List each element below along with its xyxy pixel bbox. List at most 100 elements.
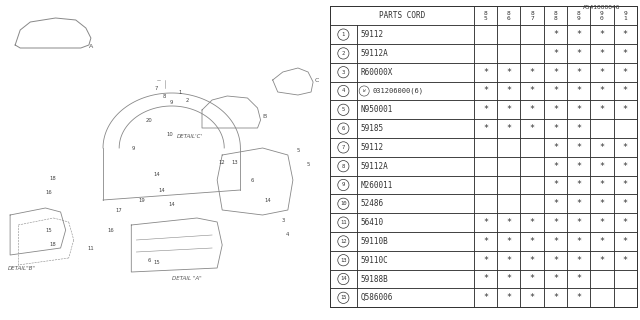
Text: *: * bbox=[576, 124, 581, 133]
Text: 52486: 52486 bbox=[360, 199, 383, 208]
Text: *: * bbox=[506, 237, 511, 246]
Text: *: * bbox=[553, 86, 558, 95]
Text: *: * bbox=[623, 237, 628, 246]
Text: *: * bbox=[553, 180, 558, 189]
Text: *: * bbox=[576, 105, 581, 114]
Text: *: * bbox=[576, 143, 581, 152]
Text: *: * bbox=[553, 199, 558, 208]
Text: 2: 2 bbox=[342, 51, 345, 56]
Text: 8
7: 8 7 bbox=[531, 11, 534, 21]
Text: 14: 14 bbox=[153, 172, 160, 178]
Text: PARTS CORD: PARTS CORD bbox=[379, 11, 425, 20]
Text: *: * bbox=[576, 256, 581, 265]
Text: 2: 2 bbox=[185, 98, 189, 102]
Text: *: * bbox=[483, 293, 488, 302]
Text: 11: 11 bbox=[340, 220, 347, 225]
Text: 12: 12 bbox=[340, 239, 347, 244]
Text: *: * bbox=[506, 105, 511, 114]
Text: 9: 9 bbox=[132, 146, 135, 150]
Text: 1: 1 bbox=[342, 32, 345, 37]
Text: DETAIL "A": DETAIL "A" bbox=[172, 276, 202, 281]
Text: 59112A: 59112A bbox=[360, 49, 388, 58]
Text: *: * bbox=[623, 180, 628, 189]
Text: *: * bbox=[553, 237, 558, 246]
Text: 12: 12 bbox=[219, 159, 225, 164]
Text: 15: 15 bbox=[153, 260, 160, 266]
Text: *: * bbox=[600, 30, 604, 39]
Text: *: * bbox=[576, 218, 581, 227]
Text: *: * bbox=[600, 162, 604, 171]
Text: *: * bbox=[506, 124, 511, 133]
Text: *: * bbox=[600, 86, 604, 95]
Text: *: * bbox=[623, 143, 628, 152]
Text: *: * bbox=[623, 30, 628, 39]
Text: *: * bbox=[623, 86, 628, 95]
Text: *: * bbox=[623, 68, 628, 77]
Text: *: * bbox=[576, 49, 581, 58]
Text: 7: 7 bbox=[342, 145, 345, 150]
Text: 14: 14 bbox=[340, 276, 347, 282]
Text: 19: 19 bbox=[138, 197, 145, 203]
Text: *: * bbox=[576, 68, 581, 77]
Text: *: * bbox=[530, 68, 534, 77]
Text: *: * bbox=[483, 275, 488, 284]
Text: 11: 11 bbox=[88, 245, 94, 251]
Text: *: * bbox=[600, 143, 604, 152]
Text: 9
0: 9 0 bbox=[600, 11, 604, 21]
Text: *: * bbox=[530, 105, 534, 114]
Text: 10: 10 bbox=[340, 201, 347, 206]
Text: *: * bbox=[600, 68, 604, 77]
Text: *: * bbox=[530, 218, 534, 227]
Text: *: * bbox=[553, 124, 558, 133]
Text: 6: 6 bbox=[148, 258, 151, 262]
Text: *: * bbox=[506, 68, 511, 77]
Text: *: * bbox=[623, 105, 628, 114]
Text: 59185: 59185 bbox=[360, 124, 383, 133]
Text: Q586006: Q586006 bbox=[360, 293, 393, 302]
Text: 59112: 59112 bbox=[360, 143, 383, 152]
Text: *: * bbox=[576, 275, 581, 284]
Text: 59110C: 59110C bbox=[360, 256, 388, 265]
Text: *: * bbox=[623, 218, 628, 227]
Text: *: * bbox=[576, 237, 581, 246]
Text: *: * bbox=[600, 256, 604, 265]
Text: 10: 10 bbox=[166, 132, 173, 138]
Text: *: * bbox=[600, 49, 604, 58]
Text: A541000046: A541000046 bbox=[583, 4, 621, 10]
Text: 5: 5 bbox=[296, 148, 300, 153]
Text: 17: 17 bbox=[116, 207, 122, 212]
Text: *: * bbox=[576, 30, 581, 39]
Text: *: * bbox=[553, 275, 558, 284]
Text: *: * bbox=[530, 256, 534, 265]
Text: *: * bbox=[553, 105, 558, 114]
Text: *: * bbox=[483, 105, 488, 114]
Text: 9
1: 9 1 bbox=[623, 11, 627, 21]
Text: 14: 14 bbox=[168, 203, 175, 207]
Text: 4: 4 bbox=[286, 233, 289, 237]
Text: *: * bbox=[483, 68, 488, 77]
Text: *: * bbox=[600, 199, 604, 208]
Text: 59188B: 59188B bbox=[360, 275, 388, 284]
Text: 3: 3 bbox=[281, 218, 284, 222]
Text: 16: 16 bbox=[45, 189, 52, 195]
Text: 1: 1 bbox=[178, 90, 182, 94]
Text: 8
8: 8 8 bbox=[554, 11, 557, 21]
Text: *: * bbox=[576, 86, 581, 95]
Text: *: * bbox=[483, 218, 488, 227]
Text: *: * bbox=[553, 49, 558, 58]
Text: *: * bbox=[576, 180, 581, 189]
Text: W: W bbox=[363, 89, 365, 93]
Text: *: * bbox=[483, 124, 488, 133]
Text: *: * bbox=[553, 256, 558, 265]
Text: N950001: N950001 bbox=[360, 105, 393, 114]
Text: 8
6: 8 6 bbox=[507, 11, 511, 21]
Text: 15: 15 bbox=[340, 295, 347, 300]
Text: *: * bbox=[576, 162, 581, 171]
Text: DETAIL"B": DETAIL"B" bbox=[8, 266, 36, 271]
Text: *: * bbox=[506, 275, 511, 284]
Text: 56410: 56410 bbox=[360, 218, 383, 227]
Text: DETAIL'C': DETAIL'C' bbox=[177, 134, 203, 139]
Text: *: * bbox=[530, 293, 534, 302]
Text: 4: 4 bbox=[342, 89, 345, 93]
Text: *: * bbox=[506, 86, 511, 95]
